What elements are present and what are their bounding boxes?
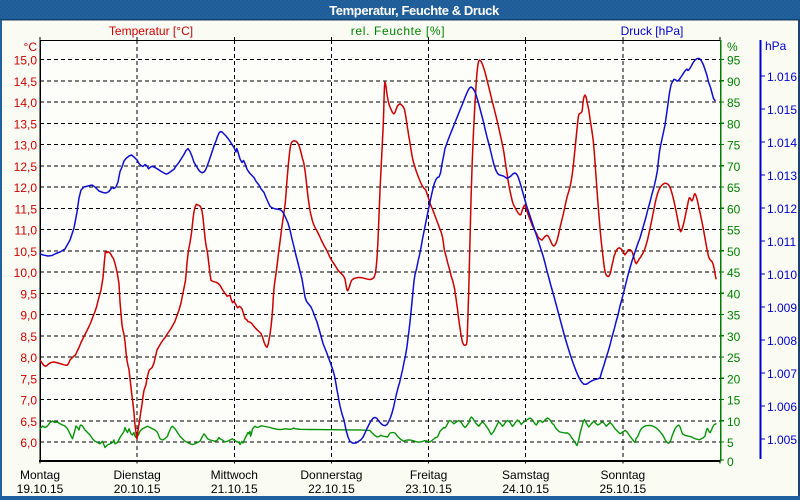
svg-text:25: 25 — [727, 351, 741, 365]
svg-text:20.10.15: 20.10.15 — [114, 482, 161, 496]
svg-text:13,0: 13,0 — [14, 139, 38, 153]
svg-text:21.10.15: 21.10.15 — [211, 482, 258, 496]
svg-text:8,5: 8,5 — [20, 330, 37, 344]
svg-text:7,0: 7,0 — [20, 394, 37, 408]
svg-text:1.011: 1.011 — [767, 235, 796, 249]
svg-text:50: 50 — [727, 245, 741, 259]
svg-text:15: 15 — [727, 394, 741, 408]
svg-text:Temperatur, Feuchte & Druck: Temperatur, Feuchte & Druck — [329, 3, 500, 18]
svg-text:15,0: 15,0 — [14, 54, 38, 68]
svg-text:Temperatur [°C]: Temperatur [°C] — [109, 24, 193, 38]
svg-text:22.10.15: 22.10.15 — [308, 482, 355, 496]
svg-text:45: 45 — [727, 266, 741, 280]
svg-text:rel. Feuchte [%]: rel. Feuchte [%] — [351, 24, 445, 38]
svg-text:70: 70 — [727, 160, 741, 174]
svg-text:14,5: 14,5 — [14, 75, 38, 89]
svg-text:Dienstag: Dienstag — [113, 468, 160, 482]
svg-text:65: 65 — [727, 181, 741, 195]
svg-text:6,0: 6,0 — [20, 436, 37, 450]
svg-text:55: 55 — [727, 224, 741, 238]
svg-text:hPa: hPa — [765, 39, 787, 53]
svg-text:9,0: 9,0 — [20, 309, 37, 323]
svg-text:Druck [hPa]: Druck [hPa] — [621, 24, 684, 38]
svg-text:12,5: 12,5 — [14, 160, 38, 174]
svg-text:90: 90 — [727, 75, 741, 89]
svg-text:25.10.15: 25.10.15 — [599, 482, 646, 496]
svg-text:0: 0 — [727, 455, 734, 469]
svg-text:Donnerstag: Donnerstag — [300, 468, 362, 482]
svg-text:75: 75 — [727, 139, 741, 153]
svg-text:Freitag: Freitag — [410, 468, 447, 482]
svg-text:1.007: 1.007 — [767, 367, 797, 381]
svg-text:%: % — [727, 40, 738, 54]
svg-text:10,0: 10,0 — [14, 266, 38, 280]
svg-text:95: 95 — [727, 54, 741, 68]
svg-text:1.009: 1.009 — [767, 301, 797, 315]
svg-text:Mittwoch: Mittwoch — [211, 468, 258, 482]
svg-text:20: 20 — [727, 372, 741, 386]
svg-text:1.016: 1.016 — [767, 70, 797, 84]
svg-text:1.012: 1.012 — [767, 202, 797, 216]
svg-text:11,0: 11,0 — [15, 224, 38, 238]
svg-text:1.005: 1.005 — [767, 433, 797, 447]
svg-text:40: 40 — [727, 287, 741, 301]
svg-text:10: 10 — [727, 415, 741, 429]
svg-text:1.008: 1.008 — [767, 334, 797, 348]
svg-text:1.006: 1.006 — [767, 400, 797, 414]
svg-text:Sonntag: Sonntag — [600, 468, 645, 482]
svg-text:1.015: 1.015 — [767, 103, 797, 117]
svg-text:23.10.15: 23.10.15 — [405, 482, 452, 496]
svg-text:60: 60 — [727, 202, 741, 216]
svg-text:12,0: 12,0 — [14, 181, 38, 195]
svg-text:13,5: 13,5 — [14, 117, 38, 131]
svg-text:14,0: 14,0 — [14, 96, 38, 110]
svg-text:°C: °C — [24, 40, 38, 54]
svg-text:Samstag: Samstag — [502, 468, 549, 482]
svg-text:5: 5 — [727, 436, 734, 450]
svg-text:1.014: 1.014 — [767, 136, 797, 150]
svg-text:19.10.15: 19.10.15 — [17, 482, 64, 496]
svg-text:11,5: 11,5 — [15, 202, 38, 216]
svg-text:1.010: 1.010 — [767, 268, 797, 282]
svg-text:35: 35 — [727, 309, 741, 323]
svg-text:6,5: 6,5 — [20, 415, 37, 429]
svg-text:30: 30 — [727, 330, 741, 344]
svg-text:10,5: 10,5 — [14, 245, 38, 259]
svg-text:9,5: 9,5 — [20, 287, 37, 301]
svg-text:8,0: 8,0 — [20, 351, 37, 365]
svg-text:80: 80 — [727, 117, 741, 131]
svg-text:24.10.15: 24.10.15 — [502, 482, 549, 496]
svg-text:85: 85 — [727, 96, 741, 110]
svg-text:Montag: Montag — [20, 468, 60, 482]
svg-text:7,5: 7,5 — [20, 372, 37, 386]
svg-text:1.013: 1.013 — [767, 169, 797, 183]
